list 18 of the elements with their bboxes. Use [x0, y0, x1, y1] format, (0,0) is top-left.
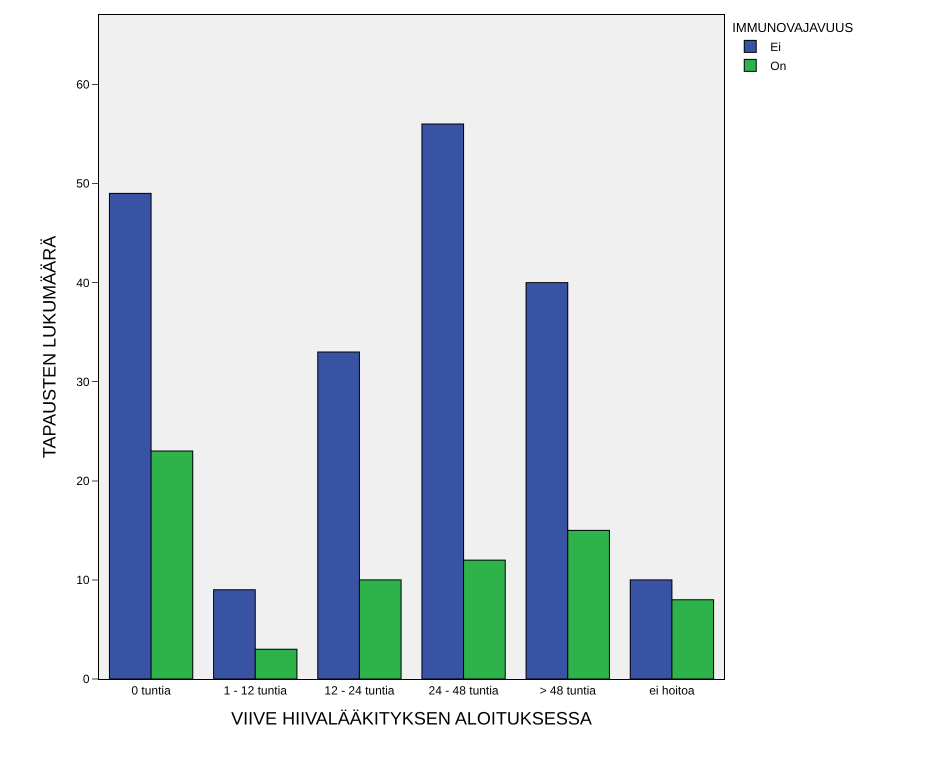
y-tick-label: 50: [76, 176, 90, 191]
x-tick-label: 24 - 48 tuntia: [428, 683, 499, 698]
y-axis-title: TAPAUSTEN LUKUMÄÄRÄ: [39, 236, 60, 458]
y-tick-label: 0: [82, 672, 90, 686]
y-tick-label: 30: [76, 374, 90, 389]
y-tick-label: 40: [76, 276, 90, 290]
x-axis-title: VIIVE HIIVALÄÄKITYKSEN ALOITUKSESSA: [231, 708, 592, 728]
x-tick-label: 1 - 12 tuntia: [224, 683, 288, 698]
legend-title: IMMUNOVAJAVUUS: [732, 20, 854, 35]
x-tick-label: 0 tuntia: [131, 683, 172, 698]
legend-label: On: [770, 59, 786, 74]
x-tick-label: 12 - 24 tuntia: [324, 683, 395, 698]
legend-label: Ei: [770, 40, 781, 54]
x-tick-label: ei hoitoa: [649, 683, 695, 698]
x-tick-label: > 48 tuntia: [540, 683, 596, 698]
y-tick-label: 60: [76, 78, 90, 92]
y-tick-label: 20: [76, 474, 90, 488]
y-tick-label: 10: [76, 573, 90, 588]
